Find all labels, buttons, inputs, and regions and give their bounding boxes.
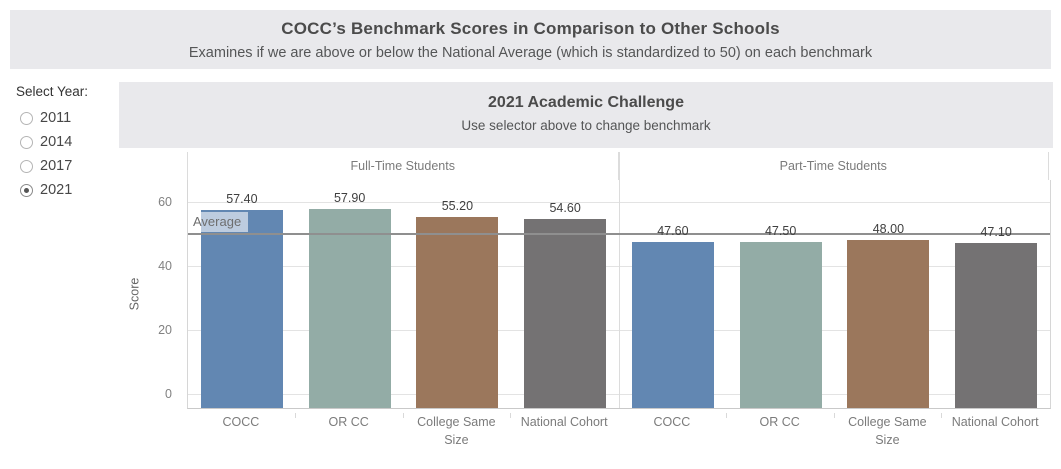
category-tick <box>402 413 404 418</box>
bar-part-time-or-cc[interactable] <box>739 242 822 408</box>
bar-value-label: 55.20 <box>441 199 474 214</box>
category-tick <box>833 413 835 418</box>
bar-value-label: 47.60 <box>657 223 689 238</box>
radio-icon[interactable] <box>20 135 33 149</box>
bar-part-time-college-same-size[interactable] <box>847 240 930 408</box>
year-option-2017[interactable]: 2017 <box>14 154 116 178</box>
year-option-2011[interactable]: 2011 <box>14 106 116 130</box>
bar-value-label: 48.00 <box>872 222 905 237</box>
chart-subtitle: Use selector above to change benchmark <box>461 118 711 133</box>
year-option-2021[interactable]: 2021 <box>14 178 116 202</box>
x-label-full-time-cocc: COCC <box>222 415 260 429</box>
x-axis-labels: COCC OR CC College Same Size National Cohor… <box>187 413 1049 457</box>
x-label-part-time-college-same-size: College Same Size <box>848 415 927 448</box>
average-reference-line[interactable] <box>188 233 1050 235</box>
bar-part-time-cocc[interactable] <box>631 241 714 408</box>
bar-part-time-national-cohort[interactable] <box>955 243 1038 408</box>
year-selector-label: Select Year: <box>16 84 89 99</box>
year-option-2014[interactable]: 2014 <box>14 130 116 154</box>
average-reference-label: Average <box>189 212 249 232</box>
radio-selected-icon[interactable] <box>20 183 33 197</box>
x-label-part-time-or-cc: OR CC <box>759 415 800 429</box>
x-label-part-time-national-cohort: National Cohort <box>951 415 1039 429</box>
category-tick <box>510 413 512 418</box>
year-selector: Select Year: 2011 2014 2017 2021 <box>14 84 116 202</box>
bar-full-time-national-cohort[interactable] <box>524 219 607 408</box>
bar-value-label: 54.60 <box>549 201 581 216</box>
radio-dot <box>24 187 29 193</box>
chart-title: 2021 Academic Challenge <box>488 94 684 111</box>
y-tick-0: 0 <box>165 387 172 401</box>
y-tick-40: 40 <box>158 259 172 273</box>
bar-value-label: 47.10 <box>980 225 1012 240</box>
x-label-part-time-cocc: COCC <box>653 415 691 429</box>
y-axis-ticks: 0 20 40 60 <box>140 180 180 408</box>
year-option-label: 2014 <box>40 134 73 150</box>
category-tick <box>294 413 296 418</box>
bar-full-time-or-cc[interactable] <box>308 208 391 408</box>
bar-full-time-cocc[interactable] <box>200 210 283 408</box>
x-label-full-time-national-cohort: National Cohort <box>520 415 608 429</box>
y-tick-20: 20 <box>158 323 172 337</box>
radio-icon[interactable] <box>20 111 33 125</box>
pane-header-full-time: Full-Time Students <box>187 152 618 180</box>
year-option-label: 2021 <box>40 182 73 198</box>
radio-icon[interactable] <box>20 159 33 173</box>
x-label-full-time-or-cc: OR CC <box>328 415 369 429</box>
year-options: 2011 2014 2017 2021 <box>14 106 116 202</box>
bar-value-label: 57.90 <box>333 190 366 205</box>
pane-divider <box>619 152 620 408</box>
dashboard-subtitle: Examines if we are above or below the Na… <box>188 45 873 61</box>
pane-header-part-time: Part-Time Students <box>617 152 1049 180</box>
year-option-label: 2017 <box>40 158 73 174</box>
dashboard-title: COCC’s Benchmark Scores in Comparison to… <box>281 19 780 38</box>
bar-value-label: 57.40 <box>226 192 258 207</box>
pane-headers: Full-Time Students Part-Time Students <box>187 152 1049 180</box>
category-tick <box>725 413 727 418</box>
bar-value-label: 47.50 <box>764 224 797 238</box>
category-tick <box>941 413 943 418</box>
bar-chart-plot-area: 57.40 57.90 55.20 54.60 47.60 47.50 48.00 47.10… <box>187 152 1051 409</box>
chart-title-band: 2021 Academic Challenge Use selector abo… <box>119 82 1053 148</box>
dashboard-title-band: COCC’s Benchmark Scores in Comparison to… <box>10 10 1051 69</box>
bar-full-time-college-same-size[interactable] <box>416 217 499 408</box>
y-tick-60: 60 <box>158 195 172 209</box>
x-label-full-time-college-same-size: College Same Size <box>417 415 496 448</box>
year-option-label: 2011 <box>40 110 72 126</box>
